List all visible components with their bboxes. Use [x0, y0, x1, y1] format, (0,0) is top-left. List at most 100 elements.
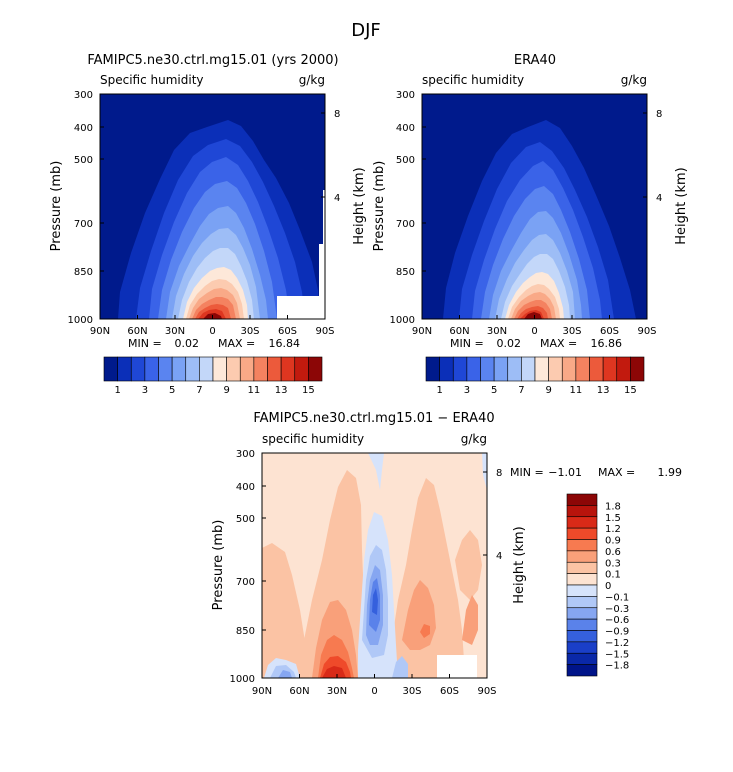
x-tick-label: 90N — [252, 686, 272, 697]
colorbar-label: 5 — [169, 385, 175, 396]
max-value: 16.84 — [269, 337, 301, 350]
x-tick-label: 0 — [209, 326, 215, 337]
x-tick-label: 60N — [449, 326, 469, 337]
panel-model-colorbar: 1 3 5 7 9 11 13 15 — [103, 356, 323, 396]
colorbar-label: −0.1 — [605, 592, 629, 603]
colorbar-label: 9 — [545, 385, 551, 396]
colorbar-swatch — [566, 664, 598, 677]
colorbar-swatch — [212, 356, 227, 382]
contour-pos-0.6 — [420, 624, 430, 638]
colorbar-swatch — [493, 356, 509, 382]
panel-model-y-axis: 300 400 500 700 850 1000 — [68, 90, 104, 326]
colorbar-label: 1.8 — [605, 501, 621, 512]
contour-pos-1.2 — [322, 666, 346, 678]
colorbar-swatch — [130, 356, 146, 382]
colorbar-swatch — [239, 356, 255, 382]
colorbar-swatch — [103, 356, 118, 382]
x-tick-label: 60S — [440, 686, 459, 697]
max-value: 16.86 — [591, 337, 623, 350]
y-tick-label: 400 — [236, 482, 255, 493]
y-tick-label: 850 — [74, 267, 93, 278]
panel-era40-y-axis-right: 8 4 — [643, 109, 662, 204]
panel-difference-stats: MIN = −1.01 MAX = 1.99 — [510, 466, 682, 479]
contour-pos-0.1 — [455, 530, 482, 600]
colorbar-label: 7 — [518, 385, 524, 396]
colorbar-swatch — [521, 356, 536, 382]
colorbar-swatch — [425, 356, 440, 382]
panel-model-y-axis-right: 8 4 — [321, 109, 340, 204]
colorbar-swatch — [226, 356, 241, 382]
colorbar-label: 3 — [464, 385, 470, 396]
colorbar-swatch — [253, 356, 268, 382]
colorbar-swatch — [616, 356, 631, 382]
colorbar-swatch — [480, 356, 495, 382]
colorbar-label: −1.5 — [605, 649, 629, 660]
contour-neg-0.6 — [278, 670, 292, 678]
x-tick-label: 30S — [562, 326, 581, 337]
panel-difference-units: g/kg — [461, 432, 487, 446]
y-right-tick-label: 8 — [334, 109, 340, 120]
panel-model-title: FAMIPC5.ne30.ctrl.mg15.01 (yrs 2000) — [87, 53, 338, 68]
colorbar-label: 0.1 — [605, 570, 621, 581]
y-tick-label: 850 — [396, 267, 415, 278]
panel-era40-x-axis: 90N 60N 30N 0 30S 60S 90S — [412, 315, 657, 337]
colorbar-swatch — [566, 652, 598, 665]
colorbar-swatch — [566, 550, 598, 563]
colorbar-label: 7 — [196, 385, 202, 396]
colorbar-swatch — [566, 618, 598, 631]
min-label: MIN = — [510, 466, 544, 479]
y-tick-label: 700 — [236, 577, 255, 588]
contour-neg-1.2 — [372, 588, 378, 615]
x-tick-label: 60S — [600, 326, 619, 337]
colorbar-label: 0.6 — [605, 547, 621, 558]
colorbar-label: 0.9 — [605, 536, 621, 547]
y-tick-label: 300 — [396, 90, 415, 101]
x-tick-label: 30N — [165, 326, 185, 337]
colorbar-swatch — [566, 539, 598, 552]
colorbar-label: 0 — [605, 581, 611, 592]
panel-difference-title: FAMIPC5.ne30.ctrl.mg15.01 − ERA40 — [253, 411, 494, 426]
panel-model-variable: Specific humidity — [100, 73, 204, 87]
y-tick-label: 400 — [396, 123, 415, 134]
y-tick-label: 300 — [236, 449, 255, 460]
colorbar-swatch — [171, 356, 187, 382]
colorbar-label: 0.3 — [605, 558, 621, 569]
panel-era40-units: g/kg — [621, 73, 647, 87]
y-right-tick-label: 8 — [496, 468, 502, 479]
colorbar-swatch — [566, 630, 598, 643]
colorbar-label: 1.2 — [605, 524, 621, 535]
x-tick-label: 30S — [240, 326, 259, 337]
colorbar-swatch — [566, 584, 598, 597]
colorbar-label: 1 — [114, 385, 120, 396]
y-tick-label: 700 — [396, 219, 415, 230]
panel-model-missing-data — [277, 190, 325, 319]
x-tick-label: 90N — [412, 326, 432, 337]
colorbar-swatch — [566, 607, 598, 620]
colorbar-swatch — [158, 356, 173, 382]
panel-era40-colorbar: 1 3 5 7 9 11 13 15 — [425, 356, 645, 396]
x-tick-label: 30N — [327, 686, 347, 697]
x-tick-label: 90S — [477, 686, 496, 697]
panel-difference-missing-data — [437, 655, 477, 678]
y-tick-label: 1000 — [230, 674, 255, 685]
colorbar-label: 3 — [142, 385, 148, 396]
y-right-tick-label: 4 — [656, 193, 662, 204]
panel-model-plot-area — [100, 94, 325, 319]
colorbar-swatch — [566, 596, 598, 609]
x-tick-label: 30S — [402, 686, 421, 697]
panel-difference-contours — [262, 453, 487, 678]
colorbar-label: 13 — [597, 385, 610, 396]
panel-era40-stats: MIN = 0.02 MAX = 16.86 — [450, 337, 622, 350]
colorbar-swatch — [561, 356, 577, 382]
colorbar-swatch — [566, 573, 598, 586]
colorbar-swatch — [566, 641, 598, 654]
panel-difference: FAMIPC5.ne30.ctrl.mg15.01 − ERA40 specif… — [211, 411, 682, 697]
colorbar-swatch — [185, 356, 200, 382]
colorbar-swatch — [566, 493, 598, 506]
colorbar-swatch — [589, 356, 604, 382]
panel-difference-x-axis: 90N 60N 30N 0 30S 60S 90S — [252, 674, 497, 697]
colorbar-label: 5 — [491, 385, 497, 396]
colorbar-swatch — [144, 356, 159, 382]
panel-era40-ylabel-right: Height (km) — [674, 167, 689, 244]
